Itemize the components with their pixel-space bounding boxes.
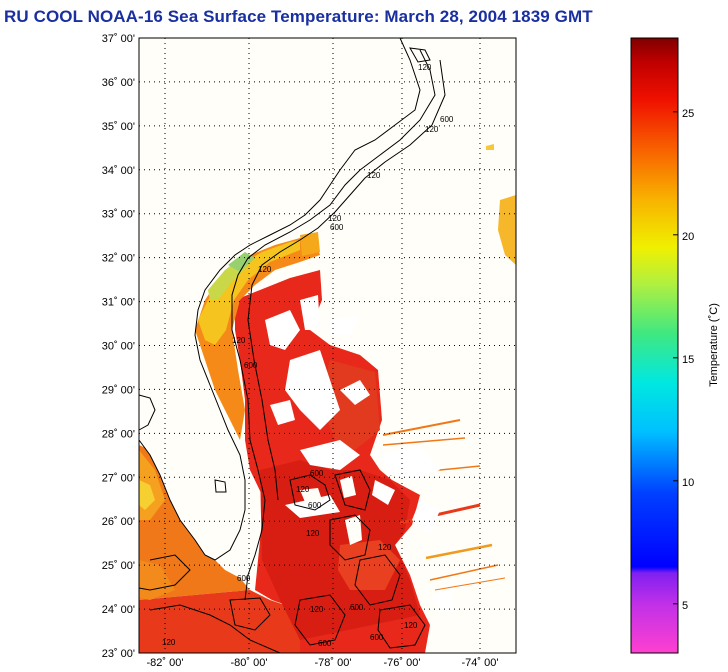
lat-label: 35˚ 00' (102, 121, 135, 133)
contour-label: 120 (162, 638, 176, 647)
lon-label: -74˚ 00' (462, 657, 499, 669)
contour-label: 120 (378, 543, 392, 552)
map-title: RU COOL NOAA-16 Sea Surface Temperature:… (4, 7, 593, 26)
lat-label: 30˚ 00' (102, 341, 135, 353)
colorbar-tick-label: 15 (682, 354, 694, 366)
contour-label: 120 (232, 336, 246, 345)
contour-label: 600 (370, 633, 384, 642)
colorbar-tick-label: 25 (682, 108, 694, 120)
colorbar-label: Temperature (˚C) (708, 303, 720, 387)
colorbar-tick-label: 10 (682, 477, 694, 489)
contour-label: 120 (306, 529, 320, 538)
lat-label: 32˚ 00' (102, 253, 135, 265)
lon-label: -82˚ 00' (147, 657, 184, 669)
contour-label: 600 (330, 223, 344, 232)
contour-label: 600 (308, 501, 322, 510)
longitude-labels: -82˚ 00' -80˚ 00' -78˚ 00' -76˚ 00' -74˚ 00' (147, 657, 499, 669)
lat-label: 23˚ 00' (102, 648, 135, 660)
contour-label: 120 (418, 63, 432, 72)
lat-label: 37˚ 00' (102, 33, 135, 45)
lat-label: 34˚ 00' (102, 165, 135, 177)
contour-label: 120 (404, 621, 418, 630)
lon-label: -76˚ 00' (384, 657, 421, 669)
lat-label: 33˚ 00' (102, 209, 135, 221)
contour-label: 600 (310, 469, 324, 478)
coastline-layer (138, 37, 446, 654)
latitude-labels: 37˚ 00' 36˚ 00' 35˚ 00' 34˚ 00' 33˚ 00' 32˚ 0… (102, 33, 135, 660)
contour-label: 120 (367, 171, 381, 180)
contour-label: 120 (425, 125, 439, 134)
lat-label: 29˚ 00' (102, 384, 135, 396)
colorbar-ticks: 25 20 15 10 5 (673, 108, 694, 612)
lat-label: 24˚ 00' (102, 604, 135, 616)
contour-label: 600 (318, 639, 332, 648)
lat-label: 28˚ 00' (102, 428, 135, 440)
contour-label: 120 (258, 265, 272, 274)
contour-label: 600 (440, 115, 454, 124)
lat-label: 31˚ 00' (102, 297, 135, 309)
lat-label: 36˚ 00' (102, 77, 135, 89)
lat-label: 25˚ 00' (102, 560, 135, 572)
lat-label: 27˚ 00' (102, 472, 135, 484)
contour-label: 120 (310, 605, 324, 614)
contour-label: 600 (244, 361, 258, 370)
colorbar-tick-label: 20 (682, 231, 694, 243)
sst-data-layer (139, 38, 516, 653)
contour-labels: 120 120 600 120 120 600 120 120 600 600 … (162, 63, 454, 648)
contour-label: 120 (296, 485, 310, 494)
lon-label: -80˚ 00' (231, 657, 268, 669)
contour-label: 600 (237, 574, 251, 583)
colorbar-tick-label: 5 (682, 600, 688, 612)
colorbar-gradient (630, 37, 679, 654)
contour-label: 120 (328, 214, 342, 223)
contour-label: 600 (350, 603, 364, 612)
lat-label: 26˚ 00' (102, 516, 135, 528)
lon-label: -78˚ 00' (315, 657, 352, 669)
map-frame (138, 37, 517, 654)
